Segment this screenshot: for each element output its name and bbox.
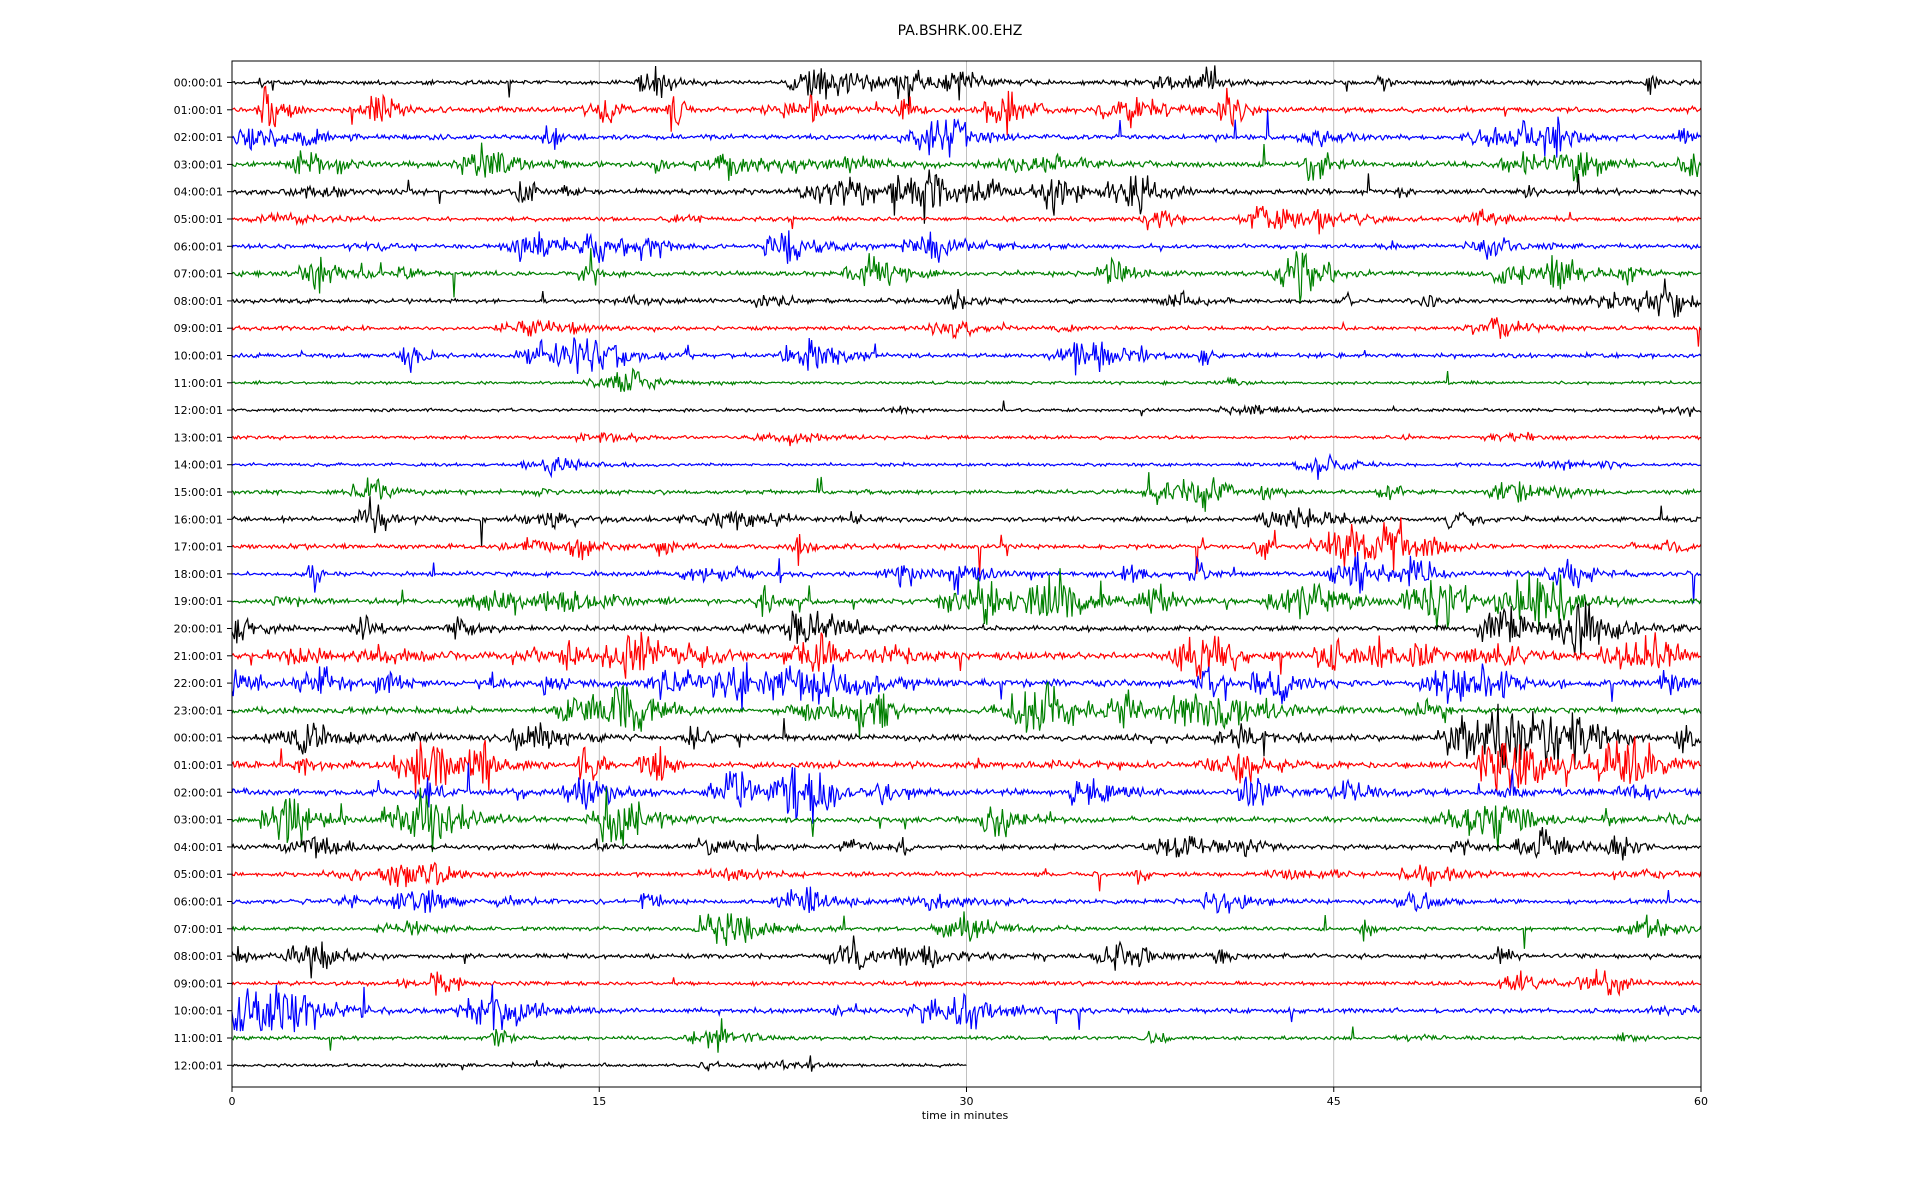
row-time-label: 08:00:01 [174, 295, 223, 308]
row-time-label: 11:00:01 [174, 1032, 223, 1045]
row-time-label: 04:00:01 [174, 841, 223, 854]
trace-row-30 [231, 886, 1701, 914]
row-time-label: 03:00:01 [174, 158, 223, 171]
trace-row-0 [231, 65, 1702, 107]
row-time-label: 05:00:01 [174, 213, 223, 226]
row-time-label: 05:00:01 [174, 868, 223, 881]
row-time-label: 18:00:01 [174, 568, 223, 581]
trace-row-4 [231, 169, 1701, 224]
trace-row-19 [231, 568, 1702, 632]
trace-row-29 [231, 861, 1702, 892]
trace-row-6 [231, 230, 1702, 264]
trace-row-20 [231, 601, 1702, 656]
row-time-label: 10:00:01 [174, 350, 223, 363]
x-tick-label: 45 [1327, 1095, 1341, 1108]
trace-row-21 [231, 631, 1702, 679]
trace-row-26 [231, 762, 1702, 824]
chart-title: PA.BSHRK.00.EHZ [898, 23, 1023, 39]
trace-row-33 [231, 968, 1701, 997]
trace-row-28 [231, 827, 1701, 861]
trace-row-23 [231, 681, 1702, 738]
trace-row-36 [231, 1055, 967, 1072]
row-time-label: 09:00:01 [174, 322, 223, 335]
row-time-label: 00:00:01 [174, 732, 223, 745]
trace-row-12 [231, 400, 1702, 417]
x-axis-label: time in minutes [922, 1109, 1009, 1122]
row-time-label: 01:00:01 [174, 104, 223, 117]
trace-row-10 [231, 337, 1702, 376]
row-time-label: 07:00:01 [174, 268, 223, 281]
row-time-label: 10:00:01 [174, 1005, 223, 1018]
trace-row-2 [231, 110, 1702, 158]
trace-row-32 [231, 935, 1702, 979]
trace-row-18 [232, 551, 1702, 604]
row-time-labels: 00:00:01 01:00:01 02:00:01 03:00:01 04:00:01… [174, 77, 232, 1072]
trace-row-3 [231, 142, 1702, 183]
x-axis-ticks: 0 15 30 45 60 [229, 1087, 1708, 1108]
row-time-label: 11:00:01 [174, 377, 223, 390]
trace-row-8 [231, 278, 1702, 318]
row-time-label: 06:00:01 [174, 240, 223, 253]
row-time-label: 08:00:01 [174, 950, 223, 963]
row-time-label: 12:00:01 [174, 404, 223, 417]
trace-row-25 [231, 736, 1702, 794]
x-tick-label: 30 [960, 1095, 974, 1108]
trace-row-17 [231, 517, 1702, 576]
row-time-label: 17:00:01 [174, 541, 223, 554]
trace-row-24 [231, 703, 1702, 768]
row-time-label: 04:00:01 [174, 186, 223, 199]
trace-row-16 [231, 496, 1701, 547]
trace-row-22 [231, 662, 1702, 712]
trace-row-34 [231, 984, 1701, 1033]
row-time-label: 00:00:01 [174, 77, 223, 90]
trace-row-35 [231, 1018, 1702, 1053]
x-tick-label: 15 [592, 1095, 606, 1108]
trace-row-14 [231, 452, 1701, 480]
row-time-label: 02:00:01 [174, 786, 223, 799]
trace-row-15 [231, 472, 1702, 512]
row-time-label: 02:00:01 [174, 131, 223, 144]
x-tick-label: 60 [1694, 1095, 1708, 1108]
row-time-label: 21:00:01 [174, 650, 223, 663]
trace-row-1 [231, 85, 1702, 136]
row-time-label: 12:00:01 [174, 1059, 223, 1072]
trace-row-31 [231, 911, 1702, 949]
row-time-label: 07:00:01 [174, 923, 223, 936]
row-time-label: 01:00:01 [174, 759, 223, 772]
row-time-label: 23:00:01 [174, 704, 223, 717]
row-time-label: 20:00:01 [174, 623, 223, 636]
row-time-label: 13:00:01 [174, 431, 223, 444]
trace-row-11 [231, 367, 1702, 392]
x-tick-label: 0 [229, 1095, 236, 1108]
row-time-label: 22:00:01 [174, 677, 223, 690]
trace-row-13 [231, 431, 1701, 447]
row-time-label: 09:00:01 [174, 977, 223, 990]
row-time-label: 19:00:01 [174, 595, 223, 608]
trace-row-27 [231, 787, 1702, 853]
row-time-label: 06:00:01 [174, 896, 223, 909]
trace-row-5 [231, 205, 1701, 235]
trace-row-9 [231, 317, 1702, 347]
trace-rows [231, 65, 1702, 1072]
row-time-label: 03:00:01 [174, 814, 223, 827]
row-time-label: 14:00:01 [174, 459, 223, 472]
row-time-label: 15:00:01 [174, 486, 223, 499]
trace-row-7 [231, 248, 1701, 303]
row-time-label: 16:00:01 [174, 513, 223, 526]
